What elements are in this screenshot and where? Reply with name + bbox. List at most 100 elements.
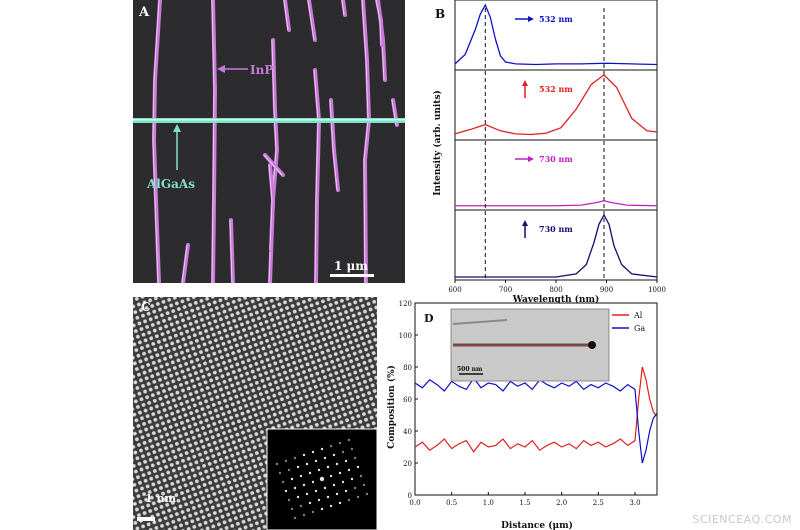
inp-nanowire	[283, 0, 291, 32]
inp-nanowire	[229, 218, 235, 283]
excitation-arrowhead	[522, 220, 528, 226]
scale-bar-label-a: 1 μm	[334, 259, 368, 273]
inp-nanowire-highlight	[313, 69, 319, 283]
fft-spot	[347, 468, 351, 472]
algaas-nanowire-highlight	[133, 119, 405, 121]
inp-label: InP	[250, 63, 273, 77]
fft-spot	[287, 468, 291, 472]
fft-spot	[296, 465, 300, 469]
fft-spot	[329, 504, 333, 508]
fft-spot	[347, 438, 351, 442]
x-tick-label-b: 800	[549, 286, 562, 294]
inp-nanowire-highlight	[268, 164, 273, 251]
fft-spot	[311, 450, 315, 454]
fft-spot	[329, 444, 333, 448]
inset-catalyst-particle	[588, 341, 596, 349]
spectrum-line	[455, 213, 658, 278]
x-tick-label-d: 2.5	[593, 499, 604, 507]
inp-nanowire-highlight	[283, 0, 289, 31]
legend-label-ga: Ga	[634, 324, 645, 333]
fft-spot	[356, 465, 360, 469]
panel-letter-b: B	[435, 7, 445, 21]
x-tick-label-d: 1.0	[483, 499, 494, 507]
composition-line-ga	[414, 377, 658, 464]
inp-nanowire	[263, 153, 285, 177]
fft-spot	[353, 486, 357, 490]
inp-nanowire	[268, 163, 276, 252]
fft-spot	[284, 489, 288, 493]
fft-spot	[311, 510, 315, 514]
fft-spot	[311, 480, 315, 484]
fft-spot	[350, 447, 354, 451]
fft-spot	[317, 498, 321, 502]
excitation-label: 730 nm	[539, 154, 573, 164]
panel-letter-d: D	[424, 312, 434, 325]
watermark: SCIENCEAQ.COM	[692, 513, 792, 526]
fft-spot	[281, 480, 285, 484]
y-tick-label-d: 80	[403, 364, 412, 372]
fft-spot	[317, 468, 321, 472]
fft-spot	[293, 486, 297, 490]
hrtem-image-panel: C 1 nm	[133, 297, 377, 530]
inp-nanowire	[211, 0, 218, 283]
fft-spot	[284, 459, 288, 463]
legend-label-al: Al	[633, 311, 643, 320]
fft-spot	[323, 486, 327, 490]
fft-spot	[329, 474, 333, 478]
fft-spot	[359, 474, 363, 478]
inp-nanowire-highlight	[341, 0, 345, 16]
inp-nanowire	[375, 0, 384, 47]
y-tick-label-d: 0	[408, 492, 412, 500]
x-tick-label-d: 2.0	[556, 499, 567, 507]
x-tick-label-d: 0.0	[409, 499, 420, 507]
y-tick-label-d: 20	[403, 460, 412, 468]
spectrum-line	[454, 74, 658, 136]
x-tick-label-d: 1.5	[519, 499, 530, 507]
excitation-arrowhead	[528, 16, 534, 22]
excitation-arrowhead	[528, 156, 534, 162]
fft-spot	[290, 477, 294, 481]
sem-image-panel: A InP AlGaAs 1 μm	[133, 0, 405, 283]
hrtem-image: C 1 nm	[133, 297, 377, 530]
fft-spot	[287, 498, 291, 502]
fft-spot	[338, 471, 342, 475]
sem-image: A InP AlGaAs 1 μm	[133, 0, 405, 283]
spectrum-line	[454, 3, 658, 66]
fft-spot	[332, 453, 336, 457]
fft-spot	[308, 471, 312, 475]
fft-spot	[347, 498, 351, 502]
inset-scale-label: 500 nm	[457, 366, 483, 373]
inp-nanowire-highlight	[375, 0, 382, 46]
fft-spot	[302, 453, 306, 457]
inp-nanowire-highlight	[211, 0, 215, 283]
fft-spot	[302, 483, 306, 487]
inp-nanowire	[181, 243, 190, 283]
y-tick-label-d: 60	[403, 396, 412, 404]
y-tick-label-d: 100	[399, 332, 412, 340]
composition-chart: 0 20 40 60 80 100 120 0.0 0.5 1.0 1.5 2.0 2.5 3.0 500 …	[386, 300, 658, 530]
composition-line-al	[414, 366, 658, 453]
inp-nanowires	[151, 0, 399, 283]
fft-spot	[278, 471, 282, 475]
fft-spot	[341, 480, 345, 484]
fft-spot	[299, 474, 303, 478]
scale-bar-a	[330, 274, 374, 277]
inp-nanowire	[341, 0, 347, 17]
algaas-label: AlGaAs	[146, 177, 195, 191]
inp-nanowire-highlight	[329, 99, 338, 191]
fft-spot	[296, 495, 300, 499]
inp-nanowire-highlight	[152, 0, 160, 283]
fft-spot	[275, 462, 279, 466]
spectrum-line	[455, 200, 658, 207]
x-tick-label-b: 1000	[648, 286, 666, 294]
pl-spectra-chart: 532 nm 532 nm 730 nm 730 nm 600 700 800 900 1000…	[432, 0, 666, 305]
fft-spot	[341, 450, 345, 454]
inp-nanowire	[307, 0, 317, 42]
fft-spot	[338, 441, 342, 445]
y-tick-label-d: 40	[403, 428, 412, 436]
fft-spot	[332, 483, 336, 487]
fft-spot	[365, 492, 369, 496]
inp-arrowhead	[217, 65, 225, 73]
fft-spot	[353, 456, 357, 460]
fft-spot	[338, 501, 342, 505]
